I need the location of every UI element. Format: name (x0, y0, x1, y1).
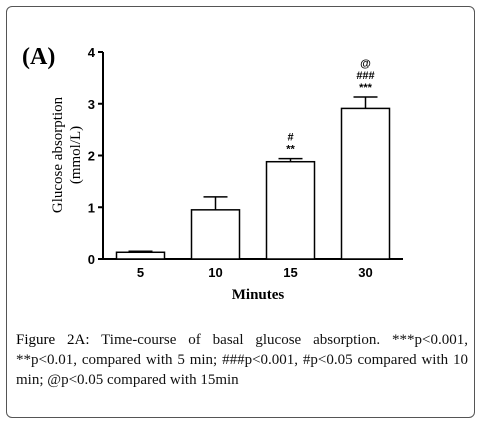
y-axis-label: Glucose absorption (50, 96, 66, 213)
bars: #** @###*** (115, 58, 391, 260)
x-axis-label: Minutes (232, 287, 285, 303)
y-tick-label: 0 (88, 252, 95, 267)
significance-label: # (287, 132, 293, 144)
figure-caption: Figure 2A: Time-course of basal glucose … (16, 330, 468, 390)
x-tick-label: 10 (208, 265, 222, 280)
y-tick-label: 1 (88, 200, 95, 215)
x-tick-label: 30 (358, 265, 372, 280)
x-tick-label: 5 (137, 265, 144, 280)
y-axis-unit-label: (mmol/L) (68, 126, 84, 184)
significance-label: *** (359, 82, 373, 94)
y-tick-label: 2 (88, 149, 95, 164)
bar (115, 251, 166, 260)
bar-chart: 0 1 2 3 4 5 10 15 30 #** @###*** Glucose absorpt… (50, 45, 403, 303)
y-tick-label: 4 (88, 45, 96, 60)
caption-figure-label: Figure 2A: (16, 332, 90, 348)
bar (190, 209, 241, 260)
figure-frame (6, 6, 475, 418)
significance-label: ** (286, 144, 295, 156)
y-tick-label: 3 (88, 97, 95, 112)
bar (340, 107, 391, 260)
panel-label: (A) (22, 44, 56, 70)
significance-label: @ (360, 58, 371, 70)
x-tick-label: 15 (283, 265, 297, 280)
bar (265, 160, 316, 260)
y-axis: 0 1 2 3 4 (88, 45, 104, 267)
caption-text: Time-course of basal glucose absorption.… (16, 332, 468, 388)
significance-label: ### (356, 70, 374, 82)
x-axis: 5 10 15 30 (103, 258, 403, 280)
